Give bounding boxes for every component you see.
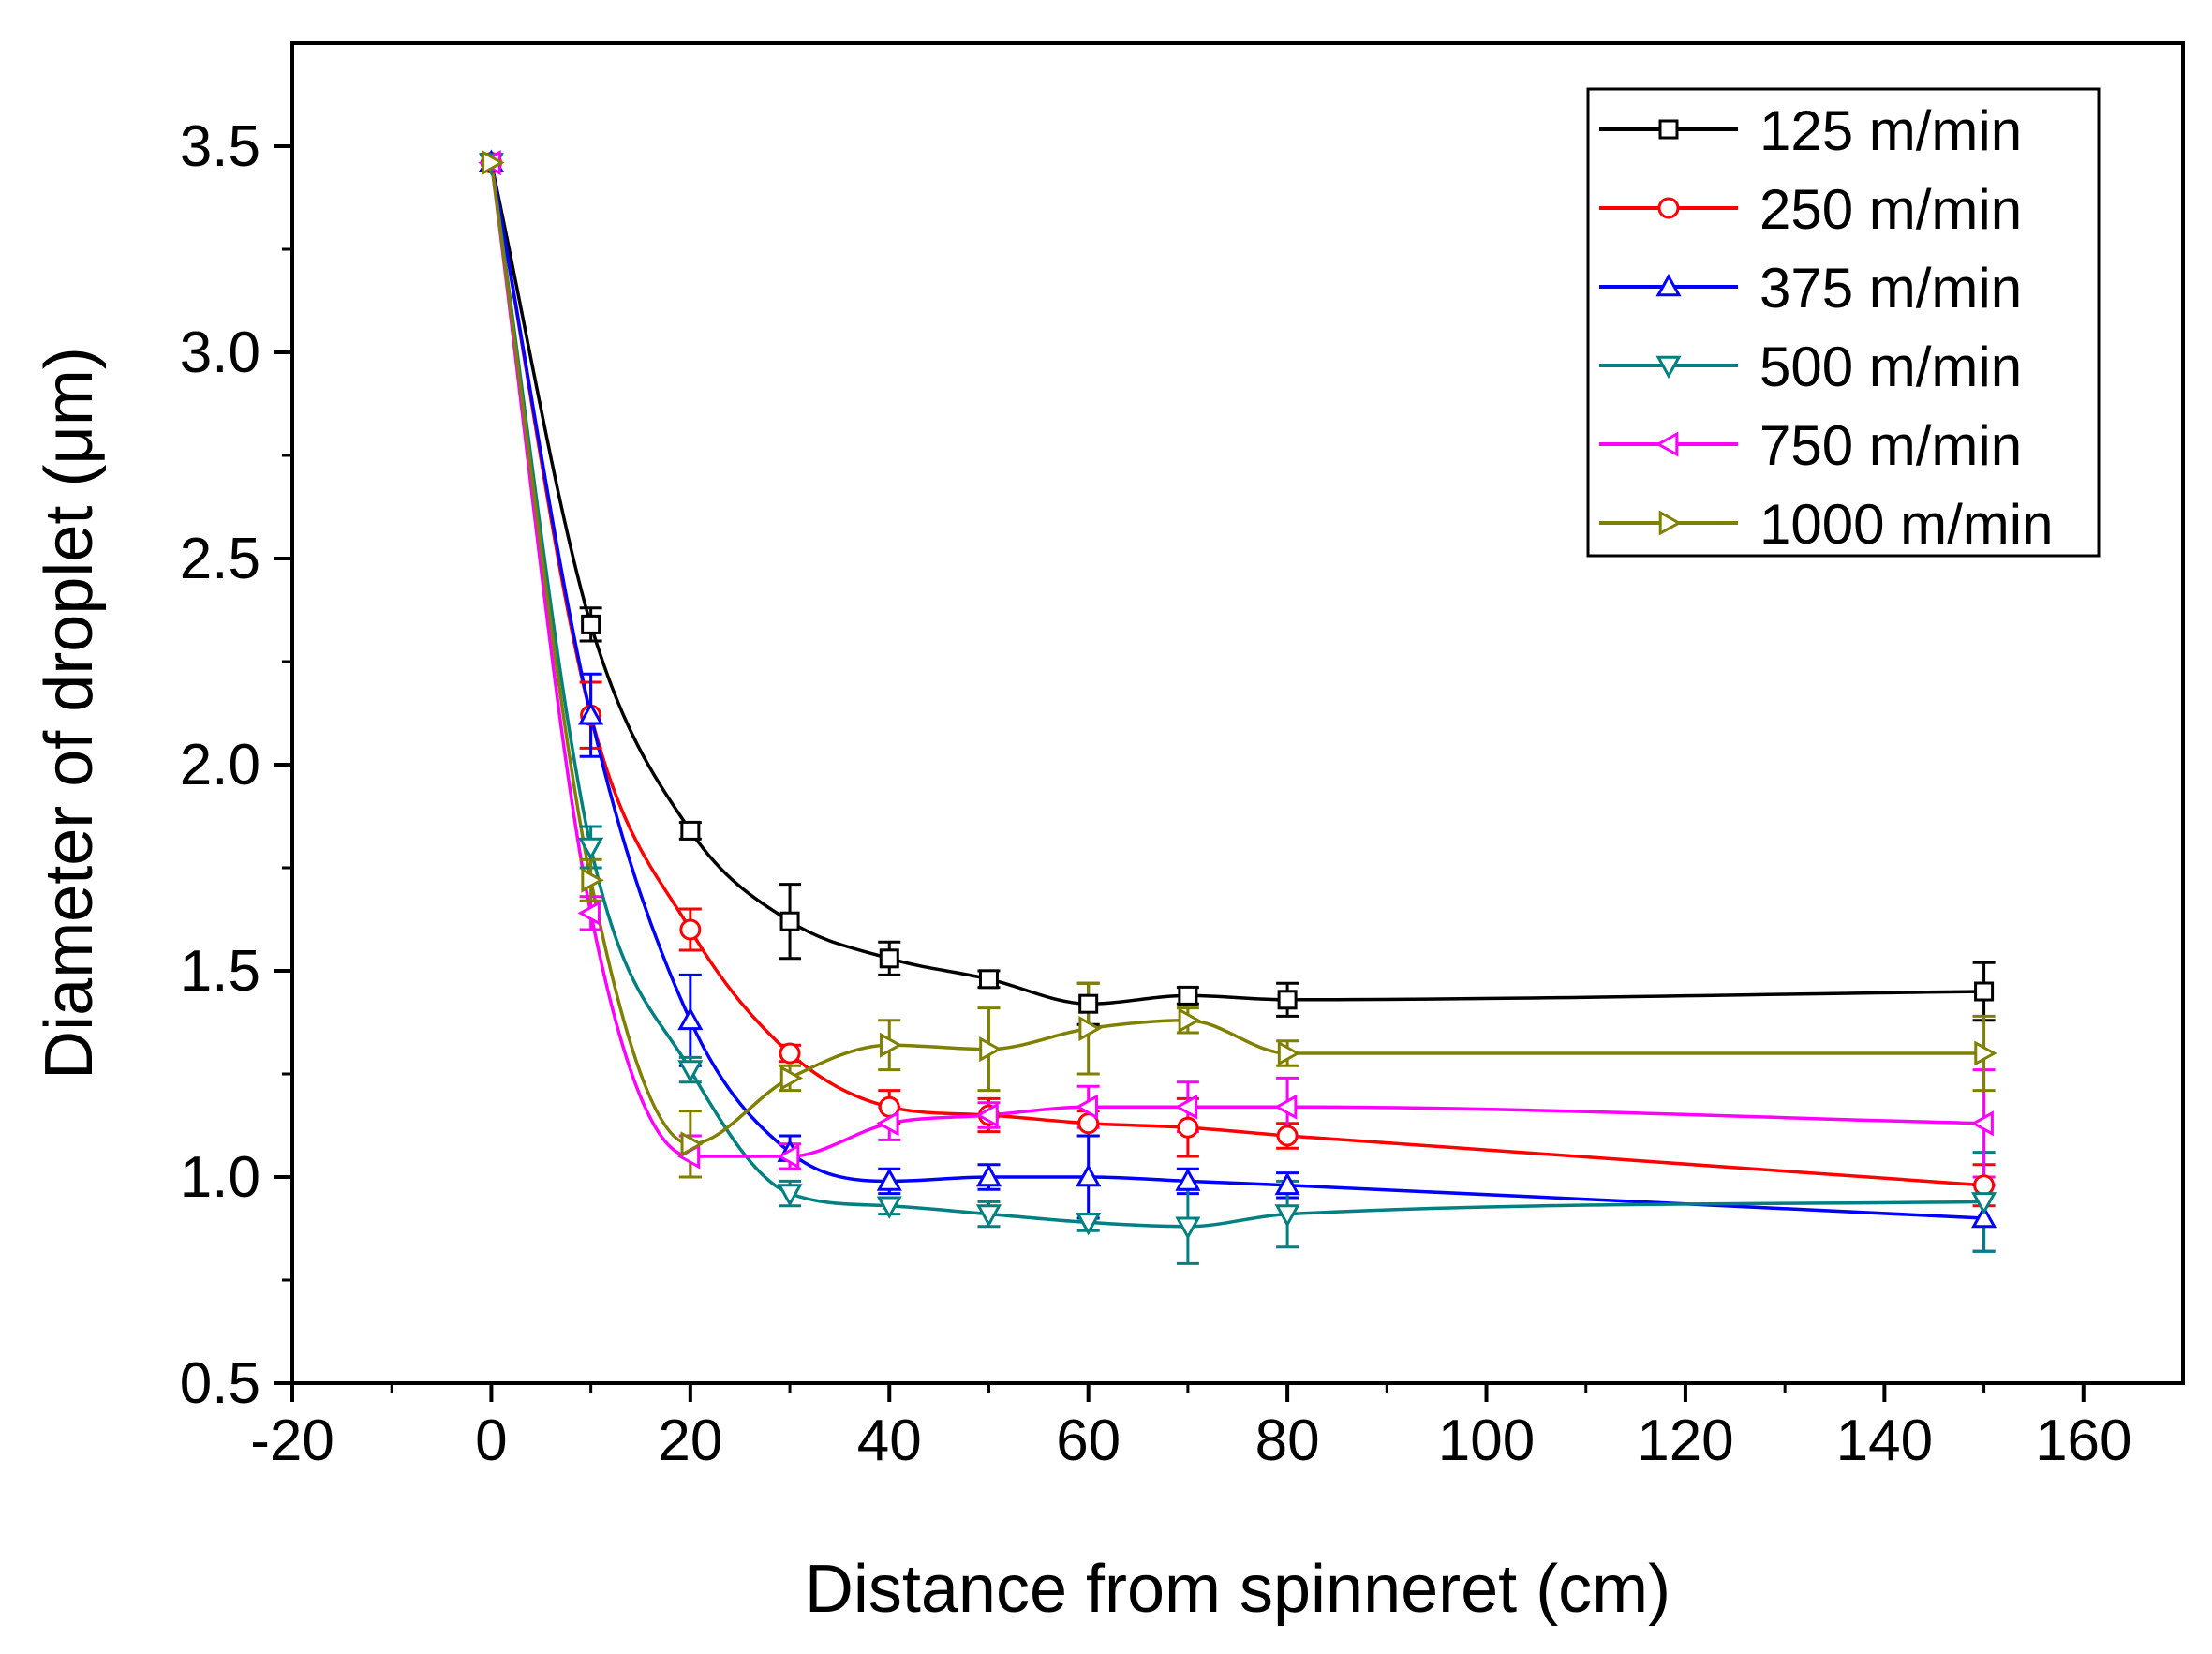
data-point: [1274, 1204, 1300, 1228]
data-point: [1177, 1116, 1199, 1139]
data-point: [680, 1131, 704, 1157]
x-tick-label: 160: [2035, 1408, 2131, 1473]
legend-item: 250 m/min: [1599, 178, 2022, 241]
data-point: [1076, 1163, 1102, 1187]
data-point: [1277, 990, 1298, 1010]
y-tick-label: 2.0: [180, 733, 260, 797]
data-point: [677, 1006, 704, 1031]
legend-label: 375 m/min: [1759, 257, 2022, 320]
legend-marker: [1658, 510, 1683, 536]
data-point: [876, 1168, 902, 1191]
data-point: [779, 1065, 804, 1091]
legend-label: 125 m/min: [1759, 99, 2022, 162]
legend-marker: [1655, 355, 1682, 380]
data-point: [1078, 1016, 1102, 1042]
data-point: [978, 969, 999, 990]
plot-frame: [290, 41, 2185, 1385]
data-point: [779, 1042, 801, 1065]
data-point: [879, 948, 899, 969]
data-point: [776, 1143, 800, 1170]
data-point: [1178, 1007, 1201, 1034]
legend: 125 m/min 250 m/min 375 m/min 500 m/min 750 …: [1586, 87, 2101, 558]
data-point: [779, 911, 800, 931]
legend-label: 1000 m/min: [1759, 493, 2053, 556]
legend-item: 125 m/min: [1599, 99, 2022, 162]
legend-label: 250 m/min: [1759, 178, 2022, 241]
data-point: [1971, 1192, 1997, 1215]
data-point: [979, 1036, 1002, 1063]
data-markers: [478, 149, 1997, 1240]
data-point: [876, 1110, 899, 1137]
x-tick-label: 120: [1637, 1408, 1733, 1473]
y-tick-label: 3.5: [180, 114, 260, 179]
data-point: [1276, 1125, 1299, 1147]
legend-item: 1000 m/min: [1599, 493, 2053, 556]
data-point: [578, 837, 604, 861]
data-point: [975, 1102, 999, 1128]
y-tick-label: 2.5: [180, 527, 260, 591]
data-point: [1971, 1204, 1997, 1229]
x-axis-ticks: -20 0 20 40 60 80 100 120 140 160: [250, 1383, 2132, 1473]
series-line: [489, 162, 1984, 1158]
data-point: [879, 1032, 903, 1058]
y-tick-label: 0.5: [180, 1351, 260, 1416]
x-tick-label: 60: [1056, 1408, 1121, 1473]
data-point: [482, 150, 505, 176]
legend-label: 750 m/min: [1759, 414, 2022, 477]
data-point: [1175, 1216, 1201, 1240]
data-point: [677, 1060, 704, 1083]
data-point: [578, 702, 604, 725]
data-point: [1274, 1171, 1300, 1196]
data-point: [680, 820, 701, 841]
y-tick-label: 3.0: [180, 320, 260, 385]
x-tick-label: -20: [250, 1408, 334, 1473]
legend-box: [1586, 87, 2101, 558]
legend-marker: [1658, 119, 1679, 140]
data-point: [1277, 1040, 1301, 1066]
x-tick-label: 100: [1438, 1408, 1535, 1473]
x-tick-label: 0: [475, 1408, 507, 1473]
data-point: [1178, 985, 1198, 1006]
data-point: [1174, 1094, 1198, 1120]
data-point: [876, 1196, 902, 1219]
y-tick-label: 1.0: [180, 1145, 260, 1210]
legend-label: 500 m/min: [1759, 335, 2022, 398]
series-line: [489, 162, 1984, 1229]
y-axis-ticks: 0.5 1.0 1.5 2.0 2.5 3.0 3.5: [180, 114, 292, 1416]
x-axis-label: Distance from spinneret (cm): [805, 1552, 1670, 1627]
data-point: [1175, 1168, 1201, 1191]
legend-item: 500 m/min: [1599, 335, 2022, 398]
legend-marker: [1655, 431, 1679, 457]
legend-marker: [1655, 273, 1682, 297]
x-tick-label: 140: [1836, 1408, 1933, 1473]
data-point: [679, 918, 702, 941]
x-tick-label: 20: [658, 1408, 722, 1473]
legend-item: 750 m/min: [1599, 414, 2022, 477]
x-tick-label: 80: [1255, 1408, 1320, 1473]
data-point: [581, 867, 604, 893]
data-point: [1274, 1094, 1298, 1120]
data-point: [1974, 981, 1995, 1002]
data-point: [1970, 1110, 1994, 1137]
y-axis-label: Diameter of droplet (μm): [32, 347, 107, 1080]
data-point: [975, 1204, 1002, 1228]
legend-marker: [1657, 197, 1680, 219]
data-point: [1973, 1174, 1996, 1197]
data-point: [581, 614, 601, 634]
y-tick-label: 1.5: [180, 939, 260, 1004]
data-point: [577, 900, 601, 926]
x-tick-label: 40: [857, 1408, 922, 1473]
data-point: [1078, 993, 1099, 1014]
data-point: [1974, 1040, 1997, 1066]
data-point: [1076, 1213, 1102, 1236]
data-point: [975, 1163, 1002, 1187]
data-point: [777, 1184, 803, 1207]
data-point: [1075, 1094, 1098, 1120]
legend-item: 375 m/min: [1599, 257, 2022, 320]
